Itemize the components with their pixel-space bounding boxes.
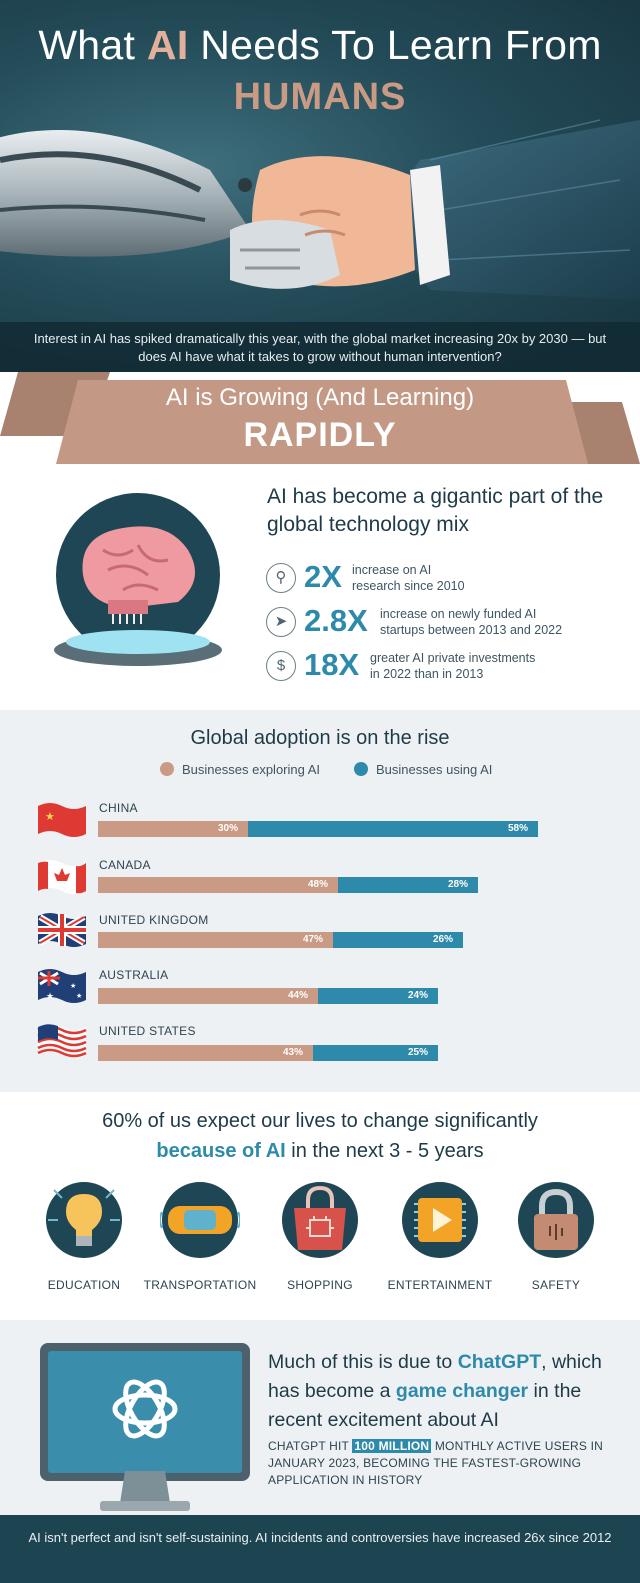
svg-text:★: ★ [46, 992, 54, 1002]
ribbon-heading: AI is Growing (And Learning) [165, 384, 475, 411]
lightbulb-icon [46, 1182, 122, 1258]
car-icon [160, 1182, 240, 1258]
legend-swatch [354, 762, 368, 776]
bar-using-united-kingdom [333, 932, 463, 948]
bar-value-label: 58% [508, 823, 529, 834]
footer-note: AI isn't perfect and isn't self-sustaini… [0, 1515, 640, 1583]
legend-using: Businesses using AI [354, 762, 492, 777]
handshake-illustration [0, 119, 640, 300]
stat-value: 18X [304, 647, 360, 682]
dollar-icon: $ [266, 651, 296, 681]
area-label-entertainment: ENTERTAINMENT [387, 1278, 493, 1292]
stat-startups: ➤ 2.8X increase on newly funded AI startu… [266, 601, 626, 645]
bar-exploring-united-states [98, 1045, 313, 1061]
area-label-education: EDUCATION [47, 1278, 121, 1292]
brain-chip-icon [54, 493, 222, 666]
play-icon [402, 1182, 478, 1258]
bar-value-label: 24% [408, 990, 429, 1001]
bar-value-label: 47% [303, 934, 324, 945]
monitor-openai-icon [40, 1343, 250, 1511]
bar-exploring-canada [98, 877, 338, 893]
bar-value-label: 25% [408, 1047, 429, 1058]
bar-value-label: 30% [218, 823, 239, 834]
chatgpt-fact: CHATGPT HIT 100 MILLION MONTHLY ACTIVE U… [268, 1439, 604, 1487]
legend-swatch [160, 762, 174, 776]
country-label-australia: AUSTRALIA [99, 968, 169, 982]
growth-title: AI has become a gigantic part of the glo… [267, 485, 604, 536]
country-label-china: CHINA [99, 801, 138, 815]
bar-exploring-china [98, 821, 248, 837]
bar-value-label: 48% [308, 879, 329, 890]
bar-value-label: 28% [448, 879, 469, 890]
stat-desc: greater AI private investments in 2022 th… [370, 651, 536, 681]
hero-banner: What AI Needs To Learn From HUMANS Inter… [0, 0, 640, 372]
china-flag-icon: ★ [38, 803, 86, 837]
svg-text:★: ★ [70, 982, 76, 990]
usa-flag-icon [37, 1024, 87, 1058]
area-label-transportation: TRANSPORTATION [143, 1278, 257, 1292]
adoption-chart-panel [0, 710, 640, 1092]
shopping-bag-icon [282, 1182, 358, 1258]
svg-text:★: ★ [45, 810, 55, 823]
ribbon-emphasis: RAPIDLY [243, 416, 397, 454]
magnifier-icon: ⚲ [266, 563, 296, 593]
stat-investment: $ 18X greater AI private investments in 2… [266, 645, 626, 689]
bar-using-australia [318, 988, 438, 1004]
hero-caption: Interest in AI has spiked dramatically t… [0, 322, 640, 372]
bar-using-china [248, 821, 538, 837]
bar-exploring-united-kingdom [98, 932, 333, 948]
stat-desc: increase on newly funded AI startups betw… [380, 607, 563, 637]
bar-value-label: 43% [283, 1047, 304, 1058]
bar-using-united-states [313, 1045, 438, 1061]
stat-research: ⚲ 2X increase on AI research since 2010 [266, 557, 626, 601]
area-label-shopping: SHOPPING [287, 1278, 353, 1292]
section-ribbon [0, 372, 640, 464]
canada-flag-icon [38, 860, 86, 894]
page-title: What AI Needs To Learn From [38, 22, 602, 68]
rocket-icon: ➤ [266, 607, 296, 637]
bar-using-canada [338, 877, 478, 893]
page-subtitle: HUMANS [233, 76, 407, 118]
chart-title: Global adoption is on the rise [190, 727, 450, 749]
country-label-canada: CANADA [99, 858, 151, 872]
area-label-safety: SAFETY [531, 1278, 581, 1292]
change-heading: 60% of us expect our lives to change sig… [102, 1110, 538, 1162]
stat-value: 2X [304, 559, 342, 594]
stat-value: 2.8X [304, 603, 368, 638]
australia-flag-icon: ★ ★ ★ [38, 969, 86, 1003]
country-label-uk: UNITED KINGDOM [99, 913, 209, 927]
legend-exploring: Businesses exploring AI [160, 762, 320, 777]
uk-flag-icon [38, 913, 86, 947]
stat-desc: increase on AI research since 2010 [352, 563, 465, 593]
country-label-usa: UNITED STATES [99, 1024, 196, 1038]
bar-value-label: 44% [288, 990, 309, 1001]
bar-value-label: 26% [433, 934, 454, 945]
svg-text:★: ★ [76, 992, 82, 1000]
padlock-icon [518, 1182, 594, 1258]
bar-exploring-australia [98, 988, 318, 1004]
chatgpt-heading: Much of this is due to ChatGPT, which ha… [268, 1351, 602, 1431]
